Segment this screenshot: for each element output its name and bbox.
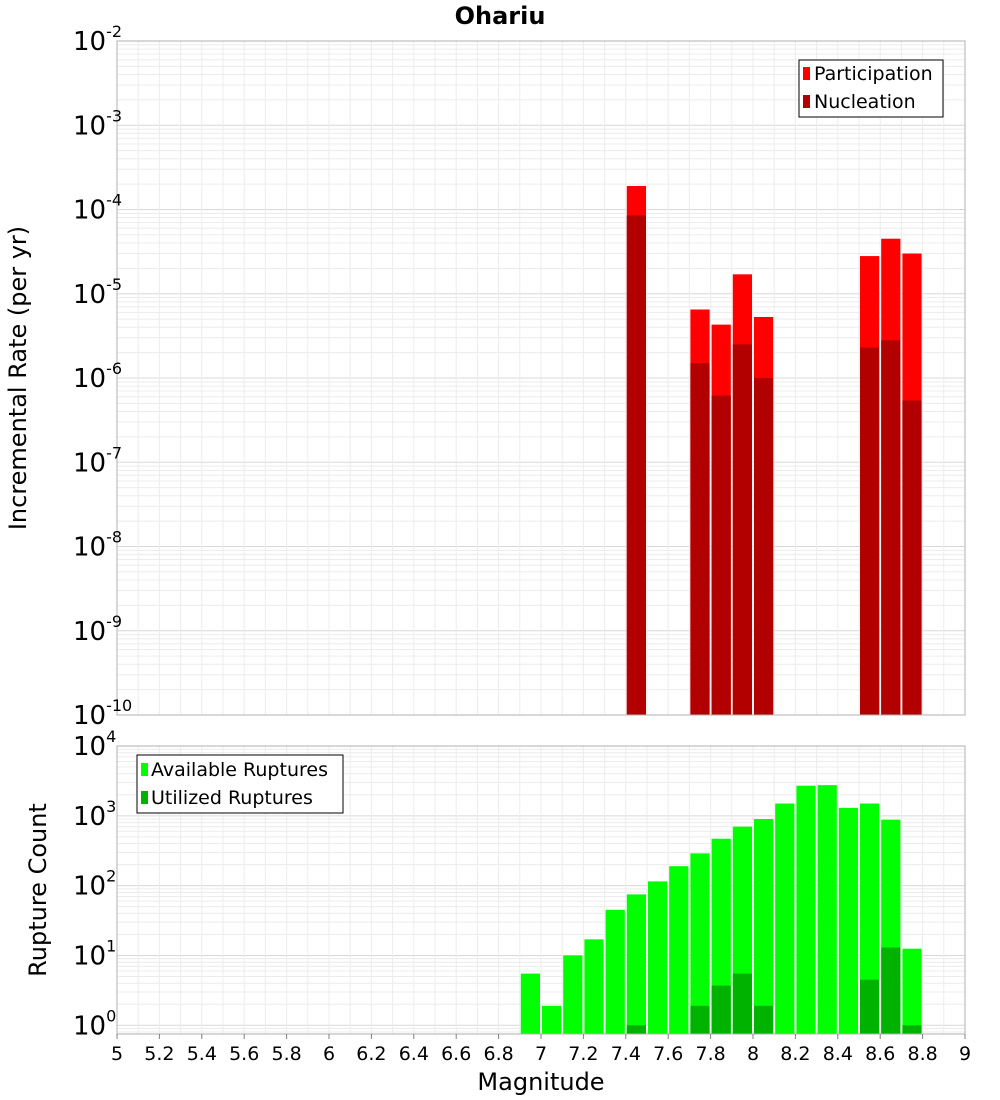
top-y-axis-label: Incremental Rate (per yr): [4, 226, 32, 530]
x-tick-label: 7.6: [653, 1043, 683, 1065]
x-tick-label: 5.6: [229, 1043, 259, 1065]
bar-available-ruptures: [690, 853, 710, 1034]
bar-nucleation: [626, 215, 646, 715]
x-tick-label: 5.8: [271, 1043, 301, 1065]
x-tick-label: 5.4: [187, 1043, 217, 1065]
y-tick-label: 10-3: [73, 106, 122, 141]
y-tick-label: 10-2: [73, 22, 122, 57]
x-tick-label: 7.4: [611, 1043, 641, 1065]
top-grid: [116, 41, 966, 716]
bar-available-ruptures: [860, 803, 880, 1034]
bar-available-ruptures: [775, 803, 795, 1034]
bar-available-ruptures: [542, 1005, 562, 1034]
legend-label-utilized-ruptures: Utilized Ruptures: [151, 787, 313, 809]
x-tick-label: 6.2: [356, 1043, 386, 1065]
bar-nucleation: [711, 395, 731, 715]
y-tick-label: 101: [73, 936, 116, 971]
bar-utilized-ruptures: [732, 973, 752, 1034]
x-tick-label: 8.4: [823, 1043, 853, 1065]
x-tick-label: 6.4: [399, 1043, 429, 1065]
bar-available-ruptures: [563, 955, 583, 1034]
x-ticks: 5 5.2 5.4 5.6 5.8 6 6.2 6.4 6.6 6.8 7 7.2 7.4 7.6 7.8 8…: [111, 1034, 971, 1065]
bottom-bars: [520, 785, 922, 1034]
bar-available-ruptures: [605, 909, 625, 1034]
bar-nucleation: [732, 344, 752, 715]
bar-nucleation: [690, 363, 710, 715]
bar-available-ruptures: [520, 973, 540, 1034]
x-tick-label: 8.8: [907, 1043, 937, 1065]
bar-available-ruptures: [902, 948, 922, 1034]
legend-label-nucleation: Nucleation: [814, 91, 916, 113]
top-legend-box: [798, 59, 944, 118]
bar-available-ruptures: [796, 785, 816, 1034]
y-tick-label: 10-7: [73, 443, 122, 478]
x-tick-label: 5: [111, 1043, 123, 1065]
y-tick-label: 104: [73, 727, 116, 762]
y-tick-label: 10-4: [73, 191, 122, 226]
top-legend: Participation Nucleation: [798, 59, 944, 118]
y-tick-label: 10-9: [73, 612, 122, 647]
bar-utilized-ruptures: [860, 979, 880, 1034]
bar-nucleation: [881, 340, 901, 715]
bar-nucleation: [860, 347, 880, 715]
y-tick-label: 103: [73, 797, 116, 832]
legend-swatch-nucleation: [803, 95, 810, 108]
x-tick-label: 8.6: [865, 1043, 895, 1065]
x-tick-label: 7.8: [695, 1043, 725, 1065]
bar-nucleation: [902, 400, 922, 715]
legend-label-participation: Participation: [814, 63, 933, 85]
chart-title: Ohariu: [455, 2, 546, 30]
bar-utilized-ruptures: [754, 1005, 774, 1034]
bottom-panel: 100 101 102 103 104 5 5.2 5.4 5.6 5.8 6 6.2 6.4 6.6 6…: [24, 727, 971, 1096]
bar-nucleation: [754, 378, 774, 715]
bar-available-ruptures: [838, 807, 858, 1034]
y-tick-label: 10-10: [73, 696, 132, 731]
legend-swatch-utilized-ruptures: [141, 791, 148, 804]
bar-available-ruptures: [817, 785, 837, 1034]
legend-label-available-ruptures: Available Ruptures: [151, 759, 328, 781]
bar-available-ruptures: [626, 894, 646, 1034]
bar-available-ruptures: [584, 939, 604, 1034]
x-tick-label: 7: [535, 1043, 547, 1065]
x-tick-label: 6.8: [483, 1043, 513, 1065]
bar-utilized-ruptures: [690, 1005, 710, 1034]
top-panel: 10-10 10-9 10-8 10-7 10-6 10-5 10-4 10-3 10-2 Oh…: [4, 2, 966, 731]
top-bars: [626, 186, 922, 715]
x-tick-label: 9: [959, 1043, 971, 1065]
bar-available-ruptures: [711, 838, 731, 1034]
bar-utilized-ruptures: [902, 1025, 922, 1034]
bar-utilized-ruptures: [881, 947, 901, 1034]
bottom-legend: Available Ruptures Utilized Ruptures: [136, 754, 344, 814]
bottom-y-ticks: 100 101 102 103 104: [73, 727, 116, 1041]
bar-utilized-ruptures: [626, 1025, 646, 1034]
bar-available-ruptures: [754, 819, 774, 1034]
y-tick-label: 10-8: [73, 528, 122, 563]
x-tick-label: 7.2: [568, 1043, 598, 1065]
x-tick-label: 8: [747, 1043, 759, 1065]
y-tick-label: 100: [73, 1006, 116, 1041]
y-tick-label: 102: [73, 867, 116, 902]
legend-swatch-participation: [803, 67, 810, 80]
top-plot-frame: [116, 40, 966, 716]
x-axis-label: Magnitude: [477, 1068, 604, 1096]
legend-swatch-available-ruptures: [141, 763, 148, 776]
bar-available-ruptures: [648, 881, 668, 1034]
x-tick-label: 6: [323, 1043, 335, 1065]
x-tick-label: 8.2: [780, 1043, 810, 1065]
y-tick-label: 10-5: [73, 275, 122, 310]
y-tick-label: 10-6: [73, 359, 122, 394]
bar-utilized-ruptures: [711, 985, 731, 1034]
top-y-ticks: 10-10 10-9 10-8 10-7 10-6 10-5 10-4 10-3 10-2: [73, 22, 132, 731]
x-tick-label: 6.6: [441, 1043, 471, 1065]
bottom-y-axis-label: Rupture Count: [24, 803, 52, 977]
bar-available-ruptures: [669, 866, 689, 1034]
bottom-legend-box: [136, 754, 344, 814]
x-tick-label: 5.2: [144, 1043, 174, 1065]
